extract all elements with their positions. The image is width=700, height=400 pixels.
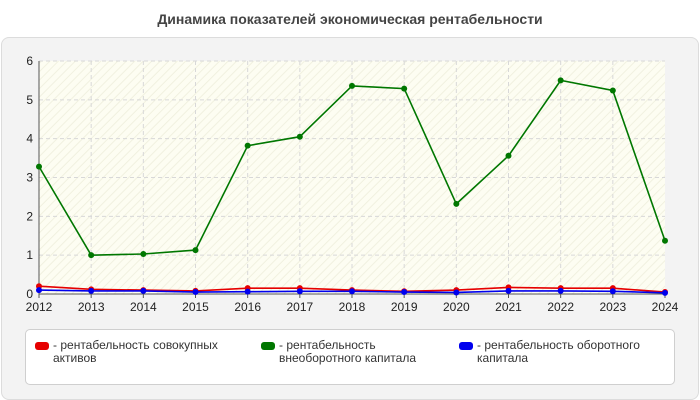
data-point-series-2[interactable] — [244, 288, 251, 295]
y-tick-label: 1 — [26, 248, 33, 262]
data-point-series-2[interactable] — [88, 287, 95, 294]
data-point-series-1[interactable] — [140, 251, 147, 258]
x-tick-label: 2013 — [78, 300, 105, 314]
grid — [39, 60, 665, 294]
data-point-series-1[interactable] — [244, 142, 251, 149]
y-tick-label: 0 — [26, 287, 33, 301]
legend-item-noncurrent-capital[interactable]: - рентабельность внеоборотного капитала — [261, 339, 461, 365]
x-tick-label: 2022 — [547, 300, 574, 314]
legend-item-working-capital[interactable]: - рентабельность оборотного капитала — [459, 339, 669, 365]
data-point-series-2[interactable] — [192, 289, 199, 296]
data-point-series-2[interactable] — [36, 287, 42, 294]
data-point-series-1[interactable] — [192, 247, 199, 254]
x-tick-label: 2019 — [391, 300, 418, 314]
y-tick-label: 2 — [26, 209, 33, 223]
x-tick-label: 2015 — [182, 300, 209, 314]
x-tick-label: 2012 — [26, 300, 53, 314]
x-tick-label: 2018 — [339, 300, 366, 314]
legend-item-total-assets[interactable]: - рентабельность совокупных активов — [35, 339, 245, 365]
data-point-series-1[interactable] — [349, 82, 355, 89]
data-point-series-1[interactable] — [36, 163, 42, 170]
data-point-series-2[interactable] — [557, 287, 564, 294]
y-tick-label: 6 — [26, 54, 33, 68]
y-tick-label: 5 — [26, 93, 33, 107]
data-point-series-2[interactable] — [662, 289, 668, 296]
x-tick-label: 2016 — [234, 300, 261, 314]
data-point-series-1[interactable] — [609, 87, 616, 94]
x-tick-label: 2017 — [286, 300, 313, 314]
y-tick-label: 3 — [26, 171, 33, 185]
series — [36, 77, 668, 296]
x-tick-label: 2024 — [652, 300, 679, 314]
legend-label-total-assets: рентабельность совокупных активов — [53, 338, 218, 365]
x-tick-label: 2014 — [130, 300, 157, 314]
data-point-series-1[interactable] — [401, 85, 408, 92]
legend-swatch-total-assets — [35, 342, 49, 350]
data-point-series-2[interactable] — [140, 287, 147, 294]
x-tick-label: 2020 — [443, 300, 470, 314]
x-tick-label: 2021 — [495, 300, 522, 314]
legend-swatch-working-capital — [459, 342, 473, 350]
data-point-series-2[interactable] — [296, 288, 303, 295]
tick-labels: 0 1 2 3 4 5 6 2012 2013 2014 2015 2016 2017 2018 2019 2… — [26, 54, 679, 314]
data-point-series-2[interactable] — [453, 289, 460, 296]
legend-label-working-capital: рентабельность оборотного капитала — [477, 338, 640, 365]
data-point-series-2[interactable] — [609, 288, 616, 295]
data-point-series-2[interactable] — [401, 289, 408, 296]
data-point-series-1[interactable] — [557, 77, 564, 84]
chart-title: Динамика показателей экономическая рента… — [157, 11, 543, 27]
legend: - рентабельность совокупных активов - ре… — [25, 329, 675, 385]
x-tick-label: 2023 — [599, 300, 626, 314]
data-point-series-1[interactable] — [296, 133, 303, 140]
data-point-series-2[interactable] — [505, 287, 512, 294]
y-tick-label: 4 — [26, 132, 33, 146]
legend-label-noncurrent-capital: рентабельность внеоборотного капитала — [279, 338, 416, 365]
data-point-series-1[interactable] — [505, 152, 512, 159]
data-point-series-2[interactable] — [349, 288, 355, 295]
legend-swatch-noncurrent-capital — [261, 342, 275, 350]
data-point-series-1[interactable] — [662, 237, 668, 244]
data-point-series-1[interactable] — [453, 200, 460, 207]
data-point-series-1[interactable] — [88, 252, 95, 259]
